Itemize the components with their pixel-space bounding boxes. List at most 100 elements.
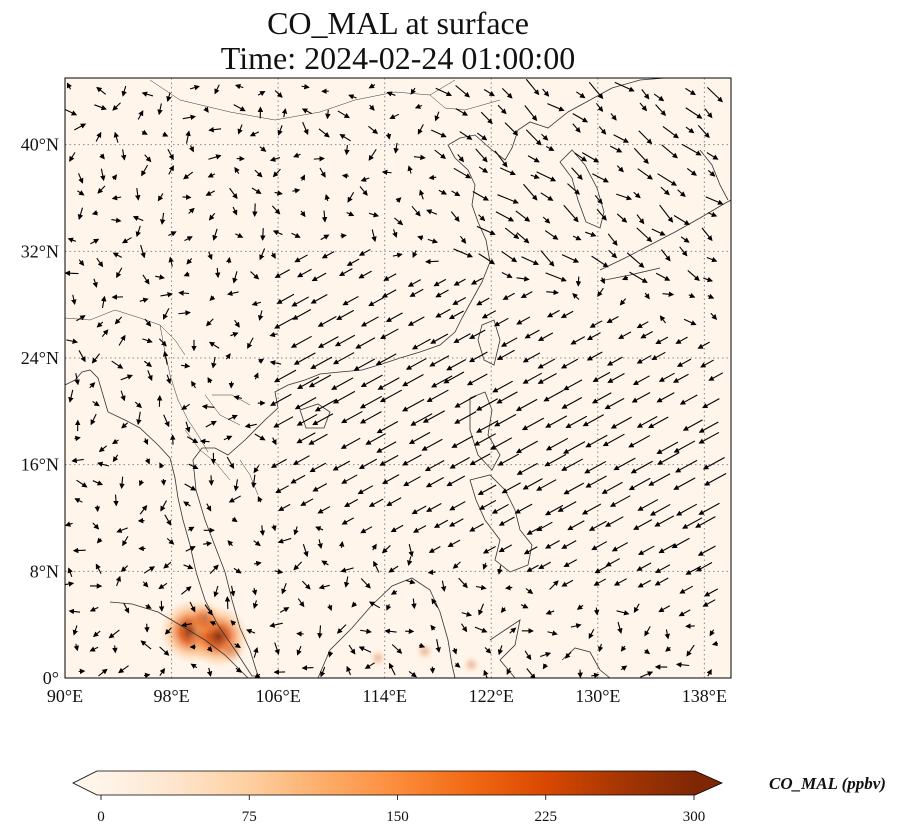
wind-arrow [484,647,492,654]
wind-arrow [144,623,150,633]
wind-arrow [293,152,301,158]
colorbar-tick-label: 75 [242,809,257,825]
wind-arrow [158,582,168,590]
wind-arrow [604,397,625,410]
wind-arrow [112,102,121,111]
wind-arrow [360,628,372,634]
wind-arrow [212,228,218,241]
wind-arrow [561,458,584,471]
wind-arrow [292,188,301,194]
wind-arrow [122,535,129,547]
wind-arrow [459,131,473,140]
wind-arrow [253,465,260,474]
wind-arrow [188,463,199,470]
wind-arrow [320,234,330,241]
wind-arrow [477,132,488,141]
wind-arrow [706,668,712,677]
wind-arrow [710,312,718,320]
wind-arrow [353,358,376,371]
wind-arrow [308,374,332,388]
wind-arrow [637,579,651,588]
wind-arrow [581,503,602,515]
wind-arrow [119,476,125,490]
wind-arrow [199,438,210,445]
wind-arrow [223,435,233,441]
wind-arrow [706,152,719,160]
wind-arrow [381,545,391,554]
colorbar-min-extend [73,771,97,795]
wind-arrow [470,277,483,285]
lon-tick-label: 98°E [153,686,189,706]
wind-arrow [166,374,172,385]
map-title: CO_MAL at surface [267,5,529,41]
wind-arrow [563,441,586,454]
wind-arrow [524,329,540,339]
wind-arrow [572,235,582,241]
wind-arrow [157,193,164,202]
wind-arrow [711,640,719,647]
wind-arrow [483,669,489,678]
wind-arrow [270,458,287,468]
wind-arrow [495,211,515,222]
wind-arrow [598,126,607,135]
wind-arrow [99,153,105,160]
wind-arrow [392,252,403,258]
wind-arrow [112,645,118,654]
wind-arrow [685,87,696,96]
wind-arrow [492,380,513,393]
wind-arrow [540,651,552,658]
wind-arrow [251,474,257,489]
wind-arrow [358,646,372,653]
wind-arrow [163,308,170,320]
wind-arrow [181,621,193,628]
wind-arrow [472,191,489,201]
wind-arrow [497,565,503,575]
wind-arrow [707,211,718,217]
wind-arrow [425,258,439,265]
wind-arrow [454,411,477,424]
mongolia-border [149,79,501,121]
wind-arrow [413,525,427,533]
wind-arrow [604,516,624,527]
wind-arrow [453,167,472,179]
wind-arrow [359,395,383,409]
wind-arrow [98,445,107,453]
wind-arrow [178,290,190,296]
wind-arrow [144,154,152,163]
wind-arrow [412,250,418,258]
wind-arrow [633,603,640,613]
wind-arrow [526,564,539,572]
wind-arrow [311,272,327,282]
wind-arrow [585,231,597,237]
wind-arrow [606,316,619,324]
wind-arrow [695,562,713,572]
wind-arrow [407,316,425,326]
wind-arrow [160,292,173,298]
wind-arrow [636,214,645,225]
wind-arrow [281,582,287,595]
wind-arrow [183,564,194,570]
wind-arrow [209,564,219,574]
wind-arrow [158,338,167,347]
wind-arrow [368,297,384,307]
taiwan-coast [477,319,501,366]
wind-arrow [654,577,669,586]
wind-arrow [474,626,488,633]
wind-arrow [257,310,264,321]
wind-arrow [269,331,278,338]
wind-arrow [166,537,175,545]
wind-arrow [452,561,461,569]
wind-arrow [380,328,399,340]
wind-arrow [682,517,703,529]
wind-arrow [327,604,333,612]
wind-arrow [537,373,557,384]
wind-arrow [655,272,671,281]
wind-arrow [184,483,197,491]
wind-arrow [347,191,355,203]
wind-arrow [675,459,698,473]
hainan-coast [299,403,331,429]
wind-arrow [431,598,439,608]
wind-arrow [336,624,347,634]
wind-arrow [521,256,540,265]
wind-arrow [644,626,651,637]
